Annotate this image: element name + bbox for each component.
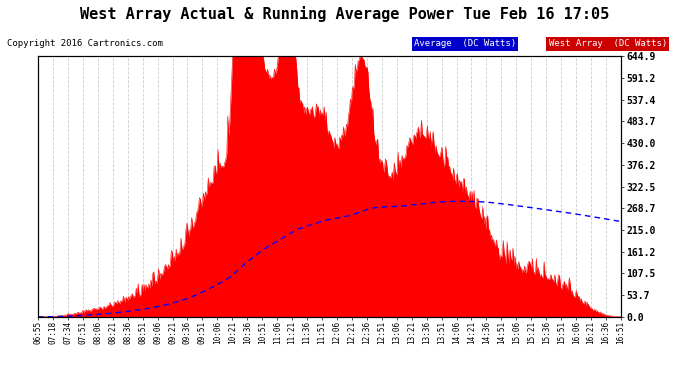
Text: Copyright 2016 Cartronics.com: Copyright 2016 Cartronics.com bbox=[7, 39, 163, 48]
Text: West Array  (DC Watts): West Array (DC Watts) bbox=[549, 39, 667, 48]
Text: Average  (DC Watts): Average (DC Watts) bbox=[414, 39, 516, 48]
Text: West Array Actual & Running Average Power Tue Feb 16 17:05: West Array Actual & Running Average Powe… bbox=[80, 6, 610, 22]
